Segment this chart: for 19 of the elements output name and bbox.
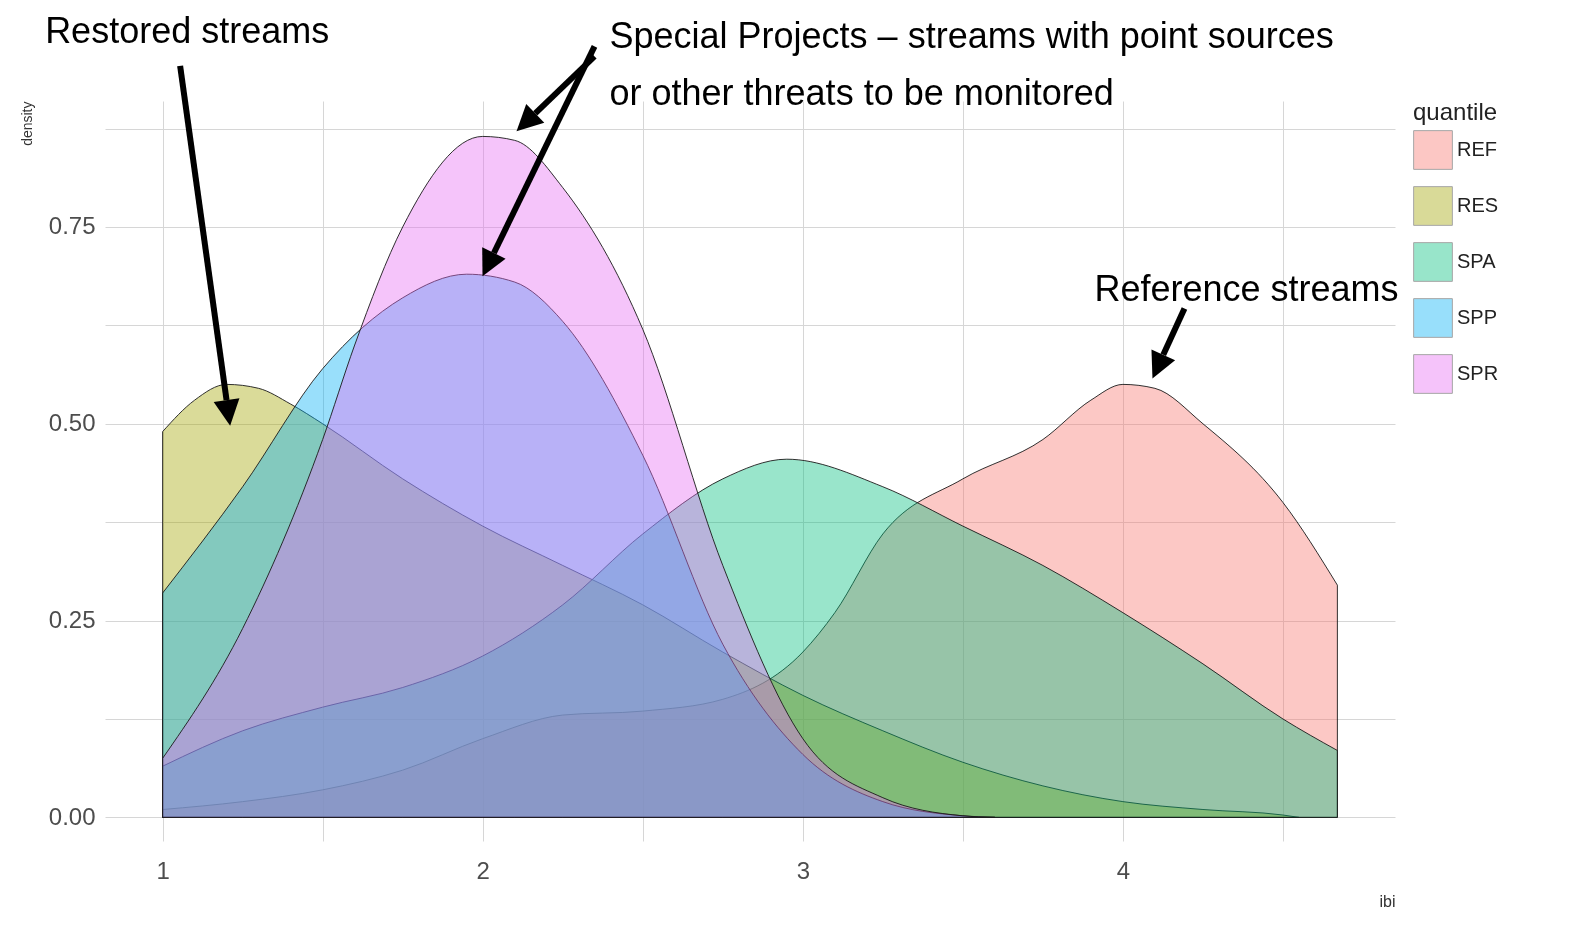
legend-label: SPP [1457,306,1498,328]
legend-label: REF [1457,138,1497,160]
x-tick-label: 2 [476,856,490,884]
legend-title: quantile [1413,98,1498,125]
x-axis-title: ibi [1379,892,1396,910]
y-tick-label: 0.50 [48,409,96,437]
annotation: Reference streams [1094,267,1399,309]
y-tick-label: 0.25 [48,606,96,634]
x-tick-label: 1 [156,856,170,884]
y-tick-label: 0.00 [48,802,96,830]
text: Restored streams [45,9,330,51]
legend-label: RES [1457,194,1499,216]
legend-label: SPR [1457,362,1499,384]
legend-label: SPA [1457,250,1497,272]
y-axis-title: density [18,101,35,146]
x-tick-label: 3 [796,856,810,884]
y-tick-label: 0.75 [48,212,96,240]
x-tick-label: 4 [1116,856,1131,884]
annotation: Special Projects – streams with point sources or other threats to be monitored [609,15,1334,114]
